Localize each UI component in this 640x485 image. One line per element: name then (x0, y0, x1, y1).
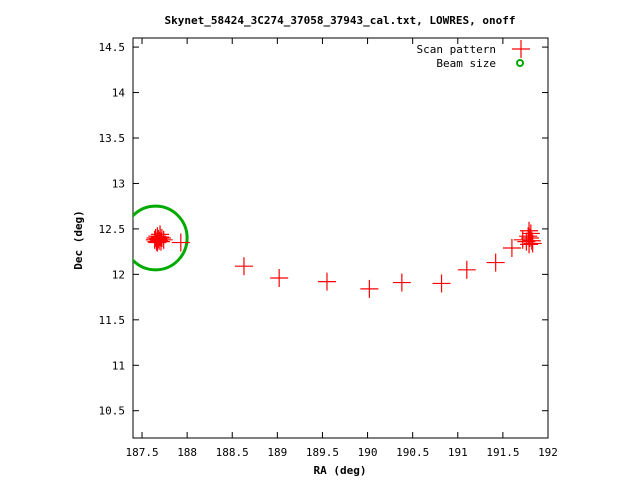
scan-point (151, 225, 170, 244)
scan-point (151, 232, 170, 251)
scan-point (522, 231, 541, 250)
x-tick-label: 187.5 (125, 446, 158, 459)
x-tick-label: 189 (267, 446, 287, 459)
x-tick-label: 191.5 (486, 446, 519, 459)
scan-point (392, 273, 411, 292)
beam-size-circle (133, 204, 189, 272)
x-tick-label: 189.5 (306, 446, 339, 459)
y-tick-label: 14.5 (99, 41, 126, 54)
chart-title: Skynet_58424_3C274_37058_37943_cal.txt, … (165, 14, 516, 27)
axis-ticks: 187.5 188 188.5 189 189.5 190 190.5 191 191.5 192… (99, 38, 558, 459)
scan-point (149, 229, 168, 248)
x-tick-label: 190.5 (396, 446, 429, 459)
y-axis-label: Dec (deg) (72, 210, 85, 270)
scan-point (270, 269, 289, 287)
y-tick-label: 12.5 (99, 223, 126, 236)
scan-point (432, 274, 451, 293)
scan-point (520, 221, 539, 240)
scan-point (457, 260, 476, 279)
scan-point (519, 227, 538, 246)
y-tick-label: 13.5 (99, 132, 126, 145)
scan-point (234, 257, 253, 276)
scan-point (521, 224, 540, 243)
scan-point (148, 233, 167, 252)
legend-scan-label: Scan pattern (417, 43, 496, 56)
plot-frame (132, 37, 549, 439)
y-tick-label: 11 (112, 359, 125, 372)
y-tick-label: 13 (112, 177, 125, 190)
y-tick-label: 14 (112, 87, 126, 100)
legend-beam-marker (516, 59, 524, 67)
y-tick-label: 10.5 (99, 405, 126, 418)
scan-pattern-layer (145, 221, 542, 298)
scan-point (171, 233, 190, 252)
x-tick-label: 191 (448, 446, 468, 459)
legend-beam-label: Beam size (436, 57, 496, 70)
scan-point (523, 234, 542, 253)
x-tick-label: 188 (177, 446, 197, 459)
legend: Scan pattern Beam size (417, 40, 530, 70)
x-tick-label: 190 (358, 446, 378, 459)
scan-point (502, 239, 521, 257)
y-tick-label: 12 (112, 268, 125, 281)
legend-scan-marker (512, 40, 530, 58)
x-tick-label: 188.5 (216, 446, 249, 459)
x-tick-label: 192 (538, 446, 558, 459)
scan-point (360, 279, 379, 298)
scan-point (152, 229, 171, 247)
beam-size-layer (133, 204, 189, 272)
x-axis-label: RA (deg) (314, 464, 367, 477)
y-tick-label: 11.5 (99, 314, 126, 327)
scan-point (486, 253, 505, 272)
scan-point (317, 272, 336, 291)
